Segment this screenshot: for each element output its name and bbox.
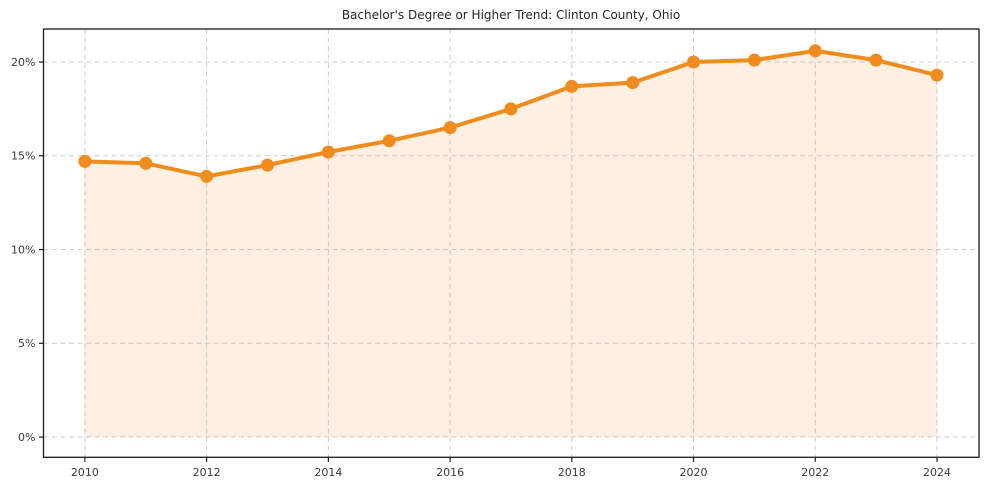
x-tick-label: 2016: [436, 466, 464, 479]
data-point-2022: [808, 44, 822, 58]
data-point-2012: [200, 169, 214, 183]
data-point-2010: [78, 154, 92, 168]
y-tick-label: 20%: [11, 56, 35, 69]
data-point-2011: [139, 156, 153, 170]
data-point-2021: [747, 53, 761, 67]
x-tick-label: 2024: [923, 466, 951, 479]
x-tick-label: 2022: [801, 466, 829, 479]
chart-title: Bachelor's Degree or Higher Trend: Clint…: [342, 8, 680, 22]
x-tick-label: 2018: [558, 466, 586, 479]
plot-border: [42, 28, 980, 458]
data-point-2023: [869, 53, 883, 67]
data-point-2018: [565, 79, 579, 93]
data-point-2014: [321, 145, 335, 159]
x-tick-label: 2012: [193, 466, 221, 479]
x-tick-label: 2010: [71, 466, 99, 479]
data-point-2016: [443, 121, 457, 135]
y-tick-label: 0%: [18, 431, 35, 444]
x-tick-label: 2014: [314, 466, 342, 479]
data-points: [78, 44, 944, 183]
data-point-2024: [930, 68, 944, 82]
area-fill: [84, 50, 937, 438]
data-point-2020: [687, 55, 700, 69]
y-tick-label: 10%: [11, 243, 35, 256]
grid-lines: [43, 29, 979, 458]
y-tick-label: 15%: [11, 150, 35, 163]
data-point-2013: [261, 158, 274, 172]
axis-ticks: 2010 2012 2014 2016 2018 2020 2022 2024 0% 5% 10% 1…: [11, 56, 951, 479]
data-point-2017: [504, 102, 518, 116]
data-point-2019: [626, 76, 640, 90]
data-point-2015: [382, 134, 396, 148]
x-tick-label: 2020: [680, 466, 708, 479]
y-tick-label: 5%: [18, 337, 35, 350]
